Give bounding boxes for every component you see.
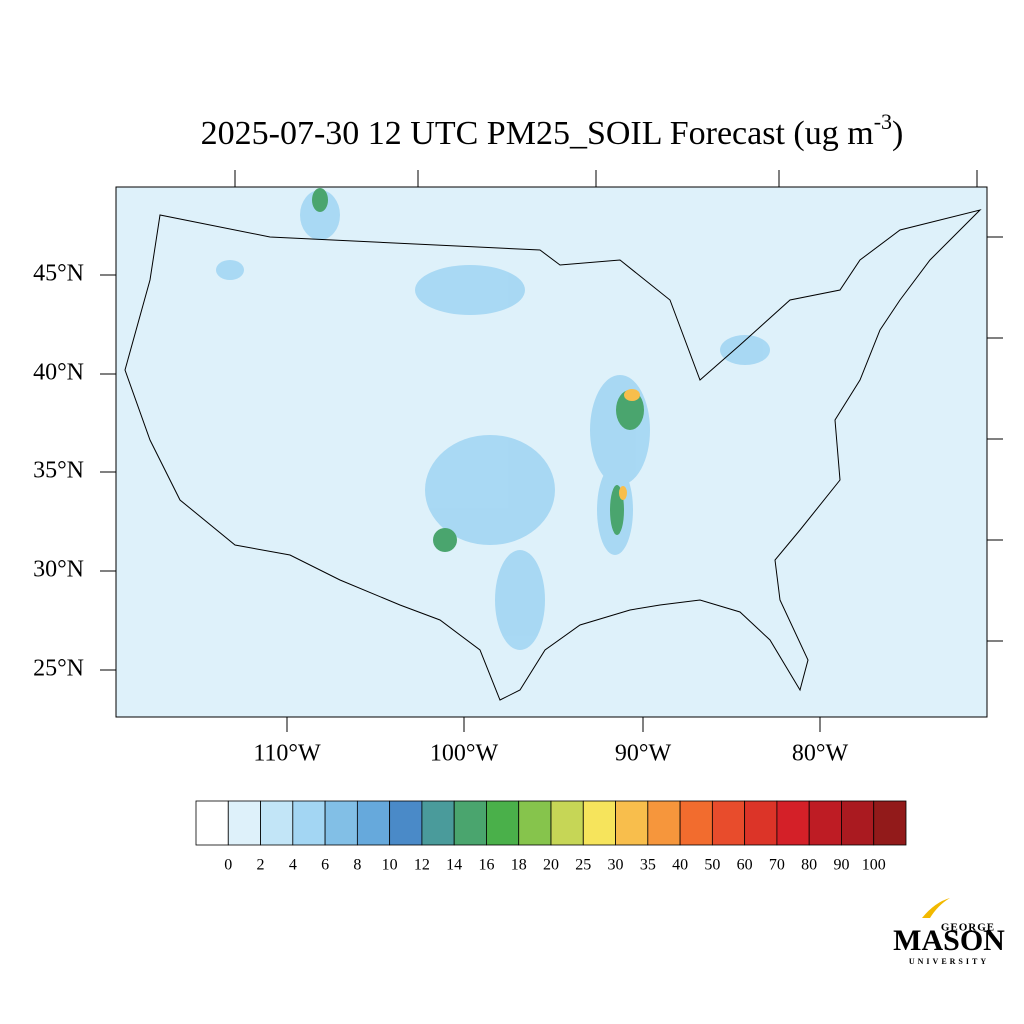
colorbar-label: 80 — [801, 857, 817, 874]
colorbar-label: 100 — [862, 857, 886, 874]
title-superscript: -3 — [874, 109, 892, 134]
colorbar-box — [776, 800, 810, 846]
lon-label: 90°W — [615, 741, 672, 767]
colorbar: 0 2 4 6 8 10 12 14 16 18 20 25 30 35 40 50 60 70 80 90 100 — [195, 800, 907, 874]
colorbar-label: 0 — [224, 857, 232, 874]
colorbar-label: 12 — [414, 857, 430, 874]
logo-top: GEORGE — [941, 922, 995, 934]
colorbar-box — [486, 800, 520, 846]
colorbar-label: 16 — [478, 857, 494, 874]
map-background — [116, 187, 987, 717]
colorbar-box — [292, 800, 326, 846]
plume-areas — [216, 190, 770, 650]
colorbar-box — [711, 800, 746, 846]
colorbar-box — [744, 800, 778, 846]
colorbar-box — [679, 800, 713, 846]
colorbar-label: 2 — [257, 857, 265, 874]
frame-ticks — [100, 170, 1003, 732]
colorbar-label: 6 — [321, 857, 329, 874]
logo-main: MASON — [893, 924, 1005, 957]
colorbar-label: 4 — [289, 857, 297, 874]
title: 2025-07-30 12 UTC PM25_SOIL Forecast (ug… — [201, 109, 904, 152]
high-areas — [312, 188, 644, 552]
colorbar-label: 40 — [672, 857, 688, 874]
colorbar-box — [518, 800, 552, 846]
lon-label: 80°W — [792, 741, 849, 767]
map-frame — [115, 186, 988, 718]
peak-areas — [619, 389, 640, 500]
logo-flame — [922, 898, 950, 918]
lat-label: 45°N — [33, 261, 84, 287]
colorbar-box — [356, 800, 391, 846]
colorbar-label: 14 — [446, 857, 462, 874]
colorbar-box — [421, 800, 455, 846]
lat-label: 30°N — [33, 557, 84, 583]
coastline — [124, 209, 982, 701]
colorbar-label: 30 — [608, 857, 624, 874]
colorbar-box — [550, 800, 584, 846]
colorbar-box — [260, 800, 294, 846]
lat-label: 35°N — [33, 458, 84, 484]
colorbar-box — [808, 800, 842, 846]
colorbar-label: 8 — [353, 857, 361, 874]
title-close: ) — [892, 115, 903, 152]
colorbar-label: 60 — [737, 857, 753, 874]
map — [100, 170, 1003, 732]
colorbar-label: 18 — [511, 857, 527, 874]
colorbar-label: 25 — [575, 857, 591, 874]
colorbar-box — [324, 800, 358, 846]
axis-labels: 45°N 40°N 35°N 30°N 25°N 110°W 100°W 90°W 80°W — [33, 261, 848, 767]
logo-bottom: UNIVERSITY — [909, 957, 989, 966]
colorbar-label: 90 — [833, 857, 849, 874]
colorbar-box — [647, 800, 681, 846]
lon-label: 100°W — [430, 741, 499, 767]
colorbar-box — [582, 800, 616, 846]
colorbar-label: 35 — [640, 857, 656, 874]
colorbar-box — [841, 800, 875, 846]
colorbar-label: 10 — [382, 857, 398, 874]
colorbar-box — [195, 800, 229, 846]
title-main: 2025-07-30 12 UTC PM25_SOIL Forecast (ug… — [201, 115, 874, 152]
colorbar-label: 20 — [543, 857, 559, 874]
colorbar-label: 70 — [769, 857, 785, 874]
logo: GEORGE MASON UNIVERSITY — [893, 898, 1005, 966]
lat-label: 25°N — [33, 656, 84, 682]
lat-label: 40°N — [33, 360, 84, 386]
lon-label: 110°W — [253, 741, 321, 767]
colorbar-box — [453, 800, 487, 846]
colorbar-box — [615, 800, 649, 846]
colorbar-box — [389, 800, 423, 846]
colorbar-box — [873, 800, 907, 846]
colorbar-box — [227, 800, 261, 846]
colorbar-label: 50 — [704, 857, 720, 874]
